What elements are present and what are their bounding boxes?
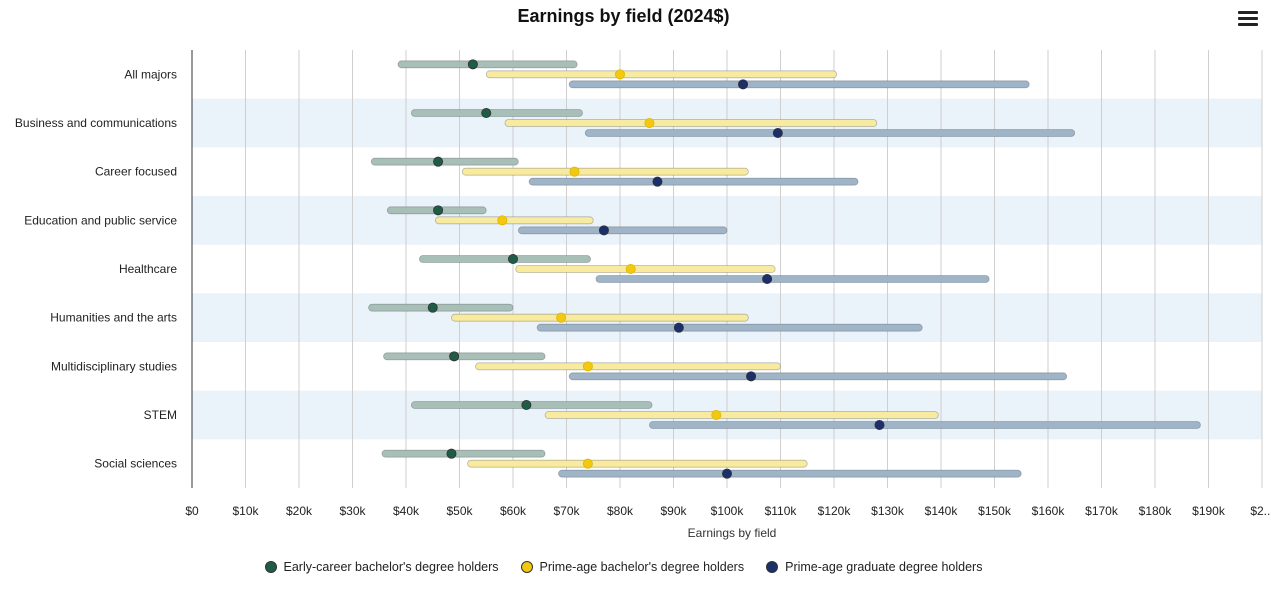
range-bar[interactable] [515,265,776,273]
median-marker[interactable] [746,371,757,382]
range-bar[interactable] [568,372,1068,381]
x-tick-label: $90k [660,504,687,518]
legend: Early-career bachelor's degree holders Pr… [0,560,1247,574]
median-marker[interactable] [644,118,655,129]
legend-label: Prime-age graduate degree holders [785,560,983,574]
range-bar[interactable] [544,411,939,419]
range-bar[interactable] [435,216,594,225]
x-tick-label: $170k [1085,504,1119,518]
x-tick-label: $30k [339,504,366,518]
legend-label: Early-career bachelor's degree holders [283,560,499,574]
x-tick-label: $0 [185,504,199,518]
range-bar[interactable] [485,70,838,79]
median-marker[interactable] [652,176,663,187]
range-bar[interactable] [536,323,923,332]
range-bar[interactable] [461,167,749,176]
range-bar[interactable] [418,255,591,263]
median-marker[interactable] [722,468,733,479]
range-bar[interactable] [558,469,1022,478]
range-bar[interactable] [568,80,1030,89]
x-tick-label: $70k [553,504,580,518]
x-tick-label: $20k [286,504,313,518]
range-bar[interactable] [381,449,546,458]
x-tick-label: $10k [232,504,259,518]
chart-plot: $0 $10k $20k $30k $40k $50k $60k $70k $80k $90k $1… [15,50,1271,540]
median-marker[interactable] [615,69,626,80]
median-marker[interactable] [507,253,518,264]
category-label: Healthcare [119,262,177,276]
legend-item[interactable]: Early-career bachelor's degree holders [264,560,499,574]
range-bar[interactable] [370,157,519,166]
median-marker[interactable] [427,302,438,313]
x-axis-title: Earnings by field [688,526,777,540]
range-bar[interactable] [467,459,808,468]
legend-marker-icon [766,561,779,573]
median-marker[interactable] [625,263,636,274]
x-tick-label: $50k [446,504,473,518]
legend-item[interactable]: Prime-age graduate degree holders [766,560,982,574]
category-label: Business and communications [15,116,177,130]
category-label: All majors [124,67,177,81]
range-bar[interactable] [368,303,514,312]
range-bar[interactable] [383,352,546,361]
x-tick-label: $140k [925,504,959,518]
range-bar[interactable] [584,129,1076,137]
range-bar[interactable] [528,177,859,186]
range-bar[interactable] [475,362,781,371]
median-marker[interactable] [673,322,684,333]
median-marker[interactable] [762,273,773,284]
median-marker[interactable] [481,108,492,119]
range-bar[interactable] [410,401,653,409]
median-marker[interactable] [467,59,478,70]
median-marker[interactable] [582,361,593,372]
median-marker[interactable] [446,448,457,459]
legend-marker-icon [264,561,277,573]
category-label: Social sciences [94,457,177,471]
median-marker[interactable] [738,79,749,90]
category-label: Education and public service [24,213,177,227]
legend-item[interactable]: Prime-age bachelor's degree holders [520,560,745,574]
range-bar[interactable] [649,421,1201,429]
x-tick-label: $80k [607,504,634,518]
range-bar[interactable] [504,119,878,127]
median-marker[interactable] [433,156,444,167]
hamburger-menu-icon[interactable] [1238,11,1258,27]
range-bar[interactable] [595,275,990,283]
category-label: Multidisciplinary studies [51,359,177,373]
x-tick-label: $2... [1250,504,1271,518]
median-marker[interactable] [497,215,508,226]
median-marker[interactable] [711,409,722,420]
median-marker[interactable] [569,166,580,177]
category-label: Career focused [95,165,177,179]
median-marker[interactable] [772,127,783,138]
range-bar[interactable] [451,313,749,322]
range-bar[interactable] [397,60,578,69]
x-tick-label: $100k [711,504,745,518]
range-bar[interactable] [410,109,583,117]
category-label: STEM [144,408,177,422]
x-tick-label: $190k [1192,504,1226,518]
median-marker[interactable] [582,458,593,469]
median-marker[interactable] [521,399,532,410]
median-marker[interactable] [556,312,567,323]
median-marker[interactable] [433,205,444,216]
x-tick-label: $130k [871,504,905,518]
x-tick-label: $40k [393,504,420,518]
median-marker[interactable] [598,225,609,236]
chart-title: Earnings by field (2024$) [517,6,730,26]
x-tick-label: $160k [1032,504,1066,518]
category-label: Humanities and the arts [50,311,177,325]
x-tick-label: $110k [765,504,798,518]
x-tick-label: $150k [978,504,1012,518]
legend-label: Prime-age bachelor's degree holders [539,560,745,574]
x-tick-label: $180k [1139,504,1173,518]
median-marker[interactable] [874,419,885,430]
x-tick-label: $120k [818,504,852,518]
legend-marker-icon [520,561,533,573]
range-bar[interactable] [517,226,728,235]
median-marker[interactable] [449,351,460,362]
x-tick-label: $60k [500,504,527,518]
